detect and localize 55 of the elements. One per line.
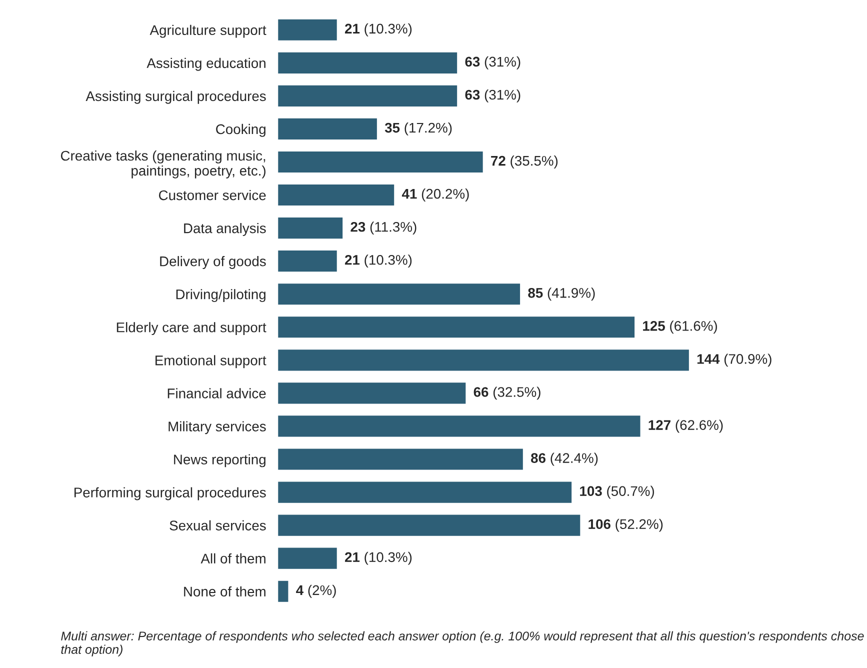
data-label: 127 (62.6%) [648,420,723,433]
bar [277,546,338,570]
bar [277,249,338,273]
data-label: 125 (61.6%) [643,320,717,334]
data-label: 35 (17.2%) [384,122,452,136]
bar [277,579,290,604]
bar [277,282,522,306]
y-tick-label: Assisting surgical procedures [86,90,266,104]
y-tick-label: None of them [184,586,266,597]
y-tick-label: Elderly care and support [116,322,266,336]
bar [277,447,524,472]
data-label: 144 (70.9%) [697,354,772,367]
y-tick-label: Sexual services [170,520,266,530]
data-label: 85 (41.9%) [528,288,595,301]
y-tick-label: Military services [168,421,266,434]
bar [277,315,636,340]
bar [277,150,484,174]
bar [277,84,458,108]
bar [277,381,468,406]
bar [277,50,458,75]
y-tick-label: Creative tasks (generating music, paintings, poetry, etc.) [60,150,266,178]
data-label: 63 (31%) [465,89,520,102]
bar [277,18,338,42]
data-label: 23 (11.3%) [350,222,416,235]
y-tick-label: Assisting education [146,58,266,71]
bar [277,480,573,504]
y-tick-label: Data analysis [184,223,266,236]
bar [277,216,344,240]
data-label: 4 (2%) [296,584,336,598]
y-tick-label: Performing surgical procedures [74,487,266,500]
data-label: 63 (31%) [465,56,520,70]
y-tick-label: Delivery of goods [160,256,266,269]
y-tick-label: Emotional support [156,355,266,368]
y-tick-label: Financial advice [168,388,266,398]
y-tick-label: Customer service [158,190,266,200]
data-label: 66 (32.5%) [474,386,540,400]
bar [277,414,642,438]
y-tick-label: Agriculture support [150,24,266,38]
y-tick-label: News reporting [174,454,266,468]
data-label: 103 (50.7%) [580,486,654,499]
bar [277,513,582,538]
bar [277,117,378,141]
data-label: 41 (20.2%) [402,188,469,202]
data-label: 21 (10.3%) [344,552,412,565]
data-label: 72 (35.5%) [491,156,558,168]
data-label: 21 (10.3%) [344,254,412,268]
y-tick-label: Driving/piloting [176,289,266,302]
y-tick-label: All of them [200,553,266,564]
text: Multi answer: Percentage of respondents who selected each answer option (e.g. 100% would represent that all this question's respondents chose that option) [61,631,864,656]
bar [277,348,690,372]
data-label: 86 (42.4%) [530,452,598,466]
data-label: 106 (52.2%) [588,518,663,532]
bar [277,183,396,207]
y-tick-label: Cooking [216,124,266,137]
data-label: 21 (10.3%) [344,23,412,36]
